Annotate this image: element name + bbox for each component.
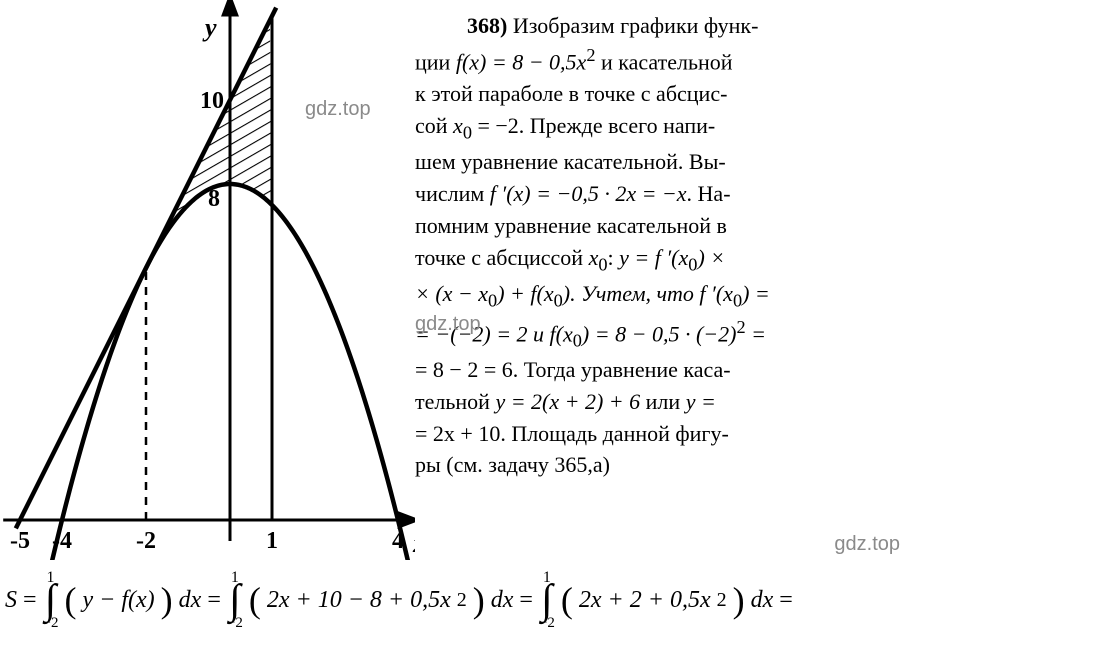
svg-text:x: x [412, 529, 415, 558]
svg-text:-4: -4 [52, 528, 72, 554]
svg-text:-2: -2 [136, 528, 156, 554]
graph-panel: y x -5 -4 -2 1 4 10 8 gdz.top [0, 0, 415, 560]
svg-text:1: 1 [266, 528, 278, 554]
integral-1: 1 ∫ −2 [43, 570, 59, 631]
watermark-graph: gdz.top [305, 95, 371, 124]
function-graph: y x -5 -4 -2 1 4 10 8 [0, 0, 415, 560]
watermark-bottom: gdz.top [834, 530, 900, 559]
svg-text:-5: -5 [10, 528, 30, 554]
svg-text:10: 10 [200, 88, 224, 114]
integral-2: 1 ∫ −2 [227, 570, 243, 631]
svg-text:4: 4 [392, 528, 404, 554]
problem-text: 368) Изобразим графики функ- ции f(x) = … [415, 0, 1118, 650]
svg-text:8: 8 [208, 186, 220, 212]
watermark-mid: gdz.top [415, 310, 481, 339]
area-formula: S = 1 ∫ −2 (y − f(x)) dx = 1 ∫ −2 (2x + … [5, 570, 1113, 631]
svg-text:y: y [202, 13, 217, 42]
integral-3: 1 ∫ −2 [539, 570, 555, 631]
tangent-line [16, 8, 276, 529]
problem-number: 368) [467, 13, 507, 38]
parabola-curve [12, 184, 415, 560]
